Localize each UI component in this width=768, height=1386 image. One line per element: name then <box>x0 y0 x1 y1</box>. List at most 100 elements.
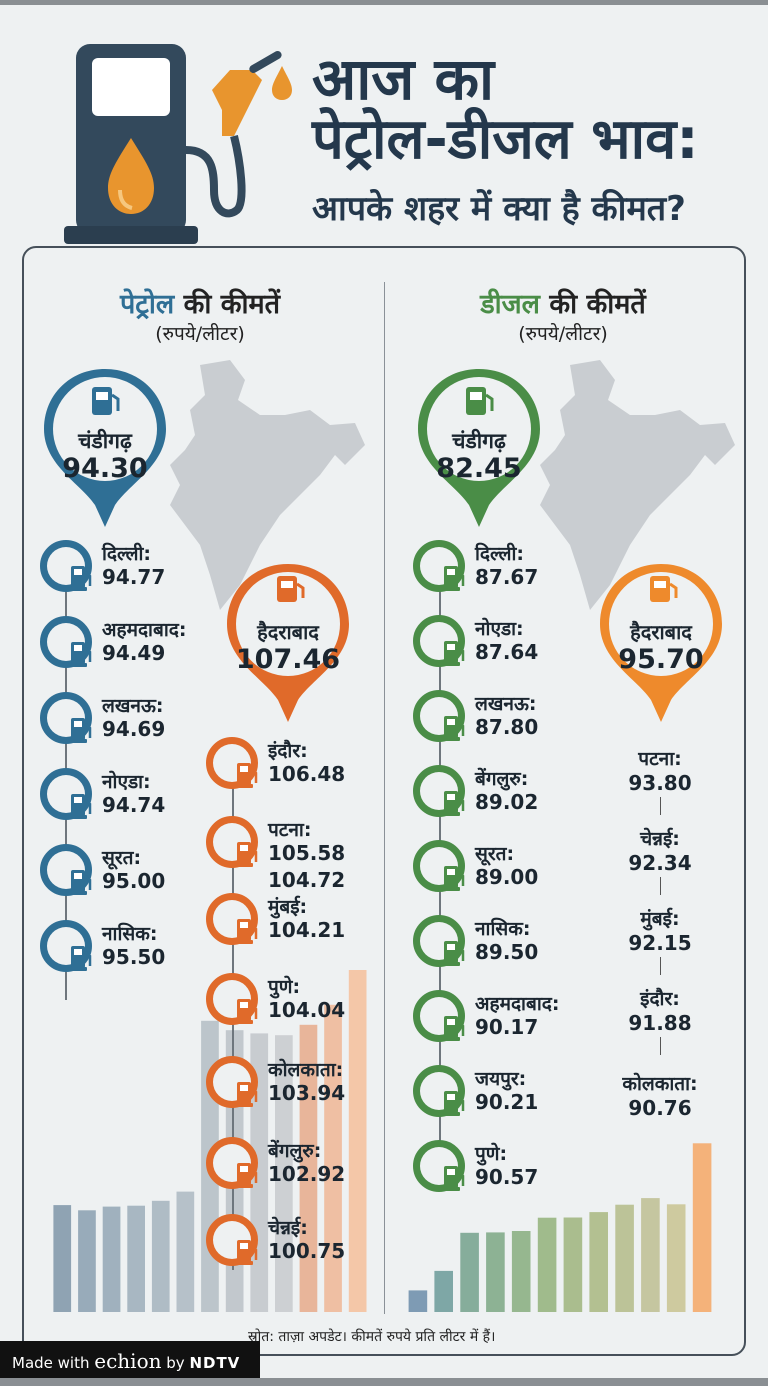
city-price: 102.92 <box>268 1162 346 1186</box>
bar <box>176 1191 195 1312</box>
city-name: सूरत: <box>102 847 142 869</box>
bar <box>324 1004 342 1312</box>
city-item: पुणे: 90.57 <box>413 1140 583 1196</box>
bar <box>537 1217 557 1312</box>
fuel-pump-icon <box>235 919 258 944</box>
diesel-highest-city: हैदराबाद <box>630 620 692 644</box>
fuel-pump-icon <box>442 1166 465 1191</box>
bar <box>692 1143 712 1312</box>
location-pin-icon <box>600 564 722 722</box>
city-item: सूरत: 95.00 <box>40 844 210 900</box>
city-name: पुणे: <box>475 1143 508 1165</box>
city-name: अहमदाबाद: <box>475 993 560 1015</box>
title-line-1: आज का <box>312 45 495 113</box>
city-price: 92.15 <box>628 931 692 955</box>
city-item: लखनऊ: 94.69 <box>40 692 210 748</box>
location-pin-icon <box>227 564 349 722</box>
petrol-lowest-marker: चंडीगढ़ 94.30 <box>40 365 170 535</box>
city-name: चेन्नई: <box>640 828 680 850</box>
fuel-pump-icon <box>442 1016 465 1041</box>
city-name: दिल्ली: <box>475 543 524 565</box>
city-price: 87.80 <box>475 715 539 739</box>
location-pin-icon <box>44 369 166 527</box>
city-price: 90.17 <box>475 1015 539 1039</box>
city-name: सूरत: <box>475 843 515 865</box>
fuel-pump-icon <box>442 566 465 591</box>
city-fuel-icon <box>40 768 92 820</box>
india-map-diesel <box>540 360 735 610</box>
city-price: 94.49 <box>102 641 166 665</box>
city-price: 104.21 <box>268 918 346 942</box>
bar <box>102 1206 121 1312</box>
diesel-right-city: कोलकाता: 90.76 <box>600 1070 720 1120</box>
fuel-pump-icon <box>442 941 465 966</box>
city-item: अहमदाबाद: 90.17 <box>413 990 583 1046</box>
bar <box>78 1210 96 1312</box>
fuel-pump-icon <box>235 1082 258 1107</box>
city-price: 89.00 <box>475 865 539 889</box>
city-name: नोएडा: <box>475 618 524 640</box>
city-fuel-icon <box>206 1214 258 1266</box>
city-price: 91.88 <box>628 1011 692 1035</box>
city-price: 100.75 <box>268 1239 346 1263</box>
city-name: पटना: <box>638 748 682 770</box>
diesel-highest-marker: हैदराबाद 95.70 <box>596 560 726 725</box>
city-price: 95.50 <box>102 945 166 969</box>
city-item: बेंगलुरु: 102.92 <box>206 1137 366 1193</box>
city-name: अहमदाबाद: <box>102 619 187 641</box>
city-item: मुंबई: 104.21 <box>206 893 366 949</box>
fuel-pump-icon <box>69 642 92 667</box>
city-price: 104.04 <box>268 998 346 1022</box>
petrol-lowest-price: 94.30 <box>62 453 148 484</box>
bar <box>127 1205 145 1312</box>
city-fuel-icon <box>413 840 465 892</box>
fuel-pump-icon <box>235 1240 258 1265</box>
city-fuel-icon <box>206 893 258 945</box>
petrol-lowest-city: चंडीगढ़ <box>78 429 132 453</box>
connector-tick <box>660 1037 661 1055</box>
city-price: 94.74 <box>102 793 166 817</box>
petrol-highest-price: 107.46 <box>235 644 341 675</box>
bar <box>589 1212 608 1312</box>
city-fuel-icon <box>413 765 465 817</box>
city-name: नासिक: <box>475 918 531 940</box>
city-fuel-icon <box>206 1056 258 1108</box>
city-price: 87.64 <box>475 640 539 664</box>
city-extra-price: 104.72 <box>268 868 346 892</box>
city-price: 90.21 <box>475 1090 539 1114</box>
city-fuel-icon <box>40 616 92 668</box>
bar <box>563 1217 583 1312</box>
city-price: 95.00 <box>102 869 166 893</box>
city-name: पुणे: <box>268 976 301 998</box>
connector-tick <box>660 877 661 895</box>
fuel-pump-icon <box>69 718 92 743</box>
city-name: इंदौर: <box>268 740 308 762</box>
india-map-petrol <box>170 360 365 610</box>
fuel-pump-icon <box>69 870 92 895</box>
bar <box>486 1232 505 1312</box>
bottom-border <box>0 1378 768 1386</box>
city-price: 94.69 <box>102 717 166 741</box>
city-item: जयपुर: 90.21 <box>413 1065 583 1121</box>
city-item: अहमदाबाद: 94.49 <box>40 616 210 672</box>
fuel-pump-icon <box>235 763 258 788</box>
city-name: बेंगलुरु: <box>268 1140 322 1162</box>
diesel-right-city: मुंबई: 92.15 <box>600 905 720 955</box>
diesel-bar-chart <box>408 1143 712 1312</box>
city-fuel-icon <box>206 737 258 789</box>
fuel-pump-icon <box>235 842 258 867</box>
city-fuel-icon <box>413 540 465 592</box>
ndtv-logo: NDTV <box>189 1354 241 1372</box>
city-item: दिल्ली: 94.77 <box>40 540 210 596</box>
bar <box>408 1290 428 1312</box>
city-name: इंदौर: <box>640 988 680 1010</box>
diesel-lowest-city: चंडीगढ़ <box>452 429 506 453</box>
city-item: लखनऊ: 87.80 <box>413 690 583 746</box>
fuel-pump-icon <box>442 1091 465 1116</box>
petrol-highest-marker: हैदराबाद 107.46 <box>223 560 353 725</box>
source-note: स्रोत: ताज़ा अपडेट। कीमतें रुपये प्रति ल… <box>248 1329 496 1345</box>
city-price: 92.34 <box>628 851 692 875</box>
bar <box>615 1204 634 1312</box>
city-name: मुंबई: <box>268 896 308 918</box>
location-pin-icon <box>418 369 540 527</box>
